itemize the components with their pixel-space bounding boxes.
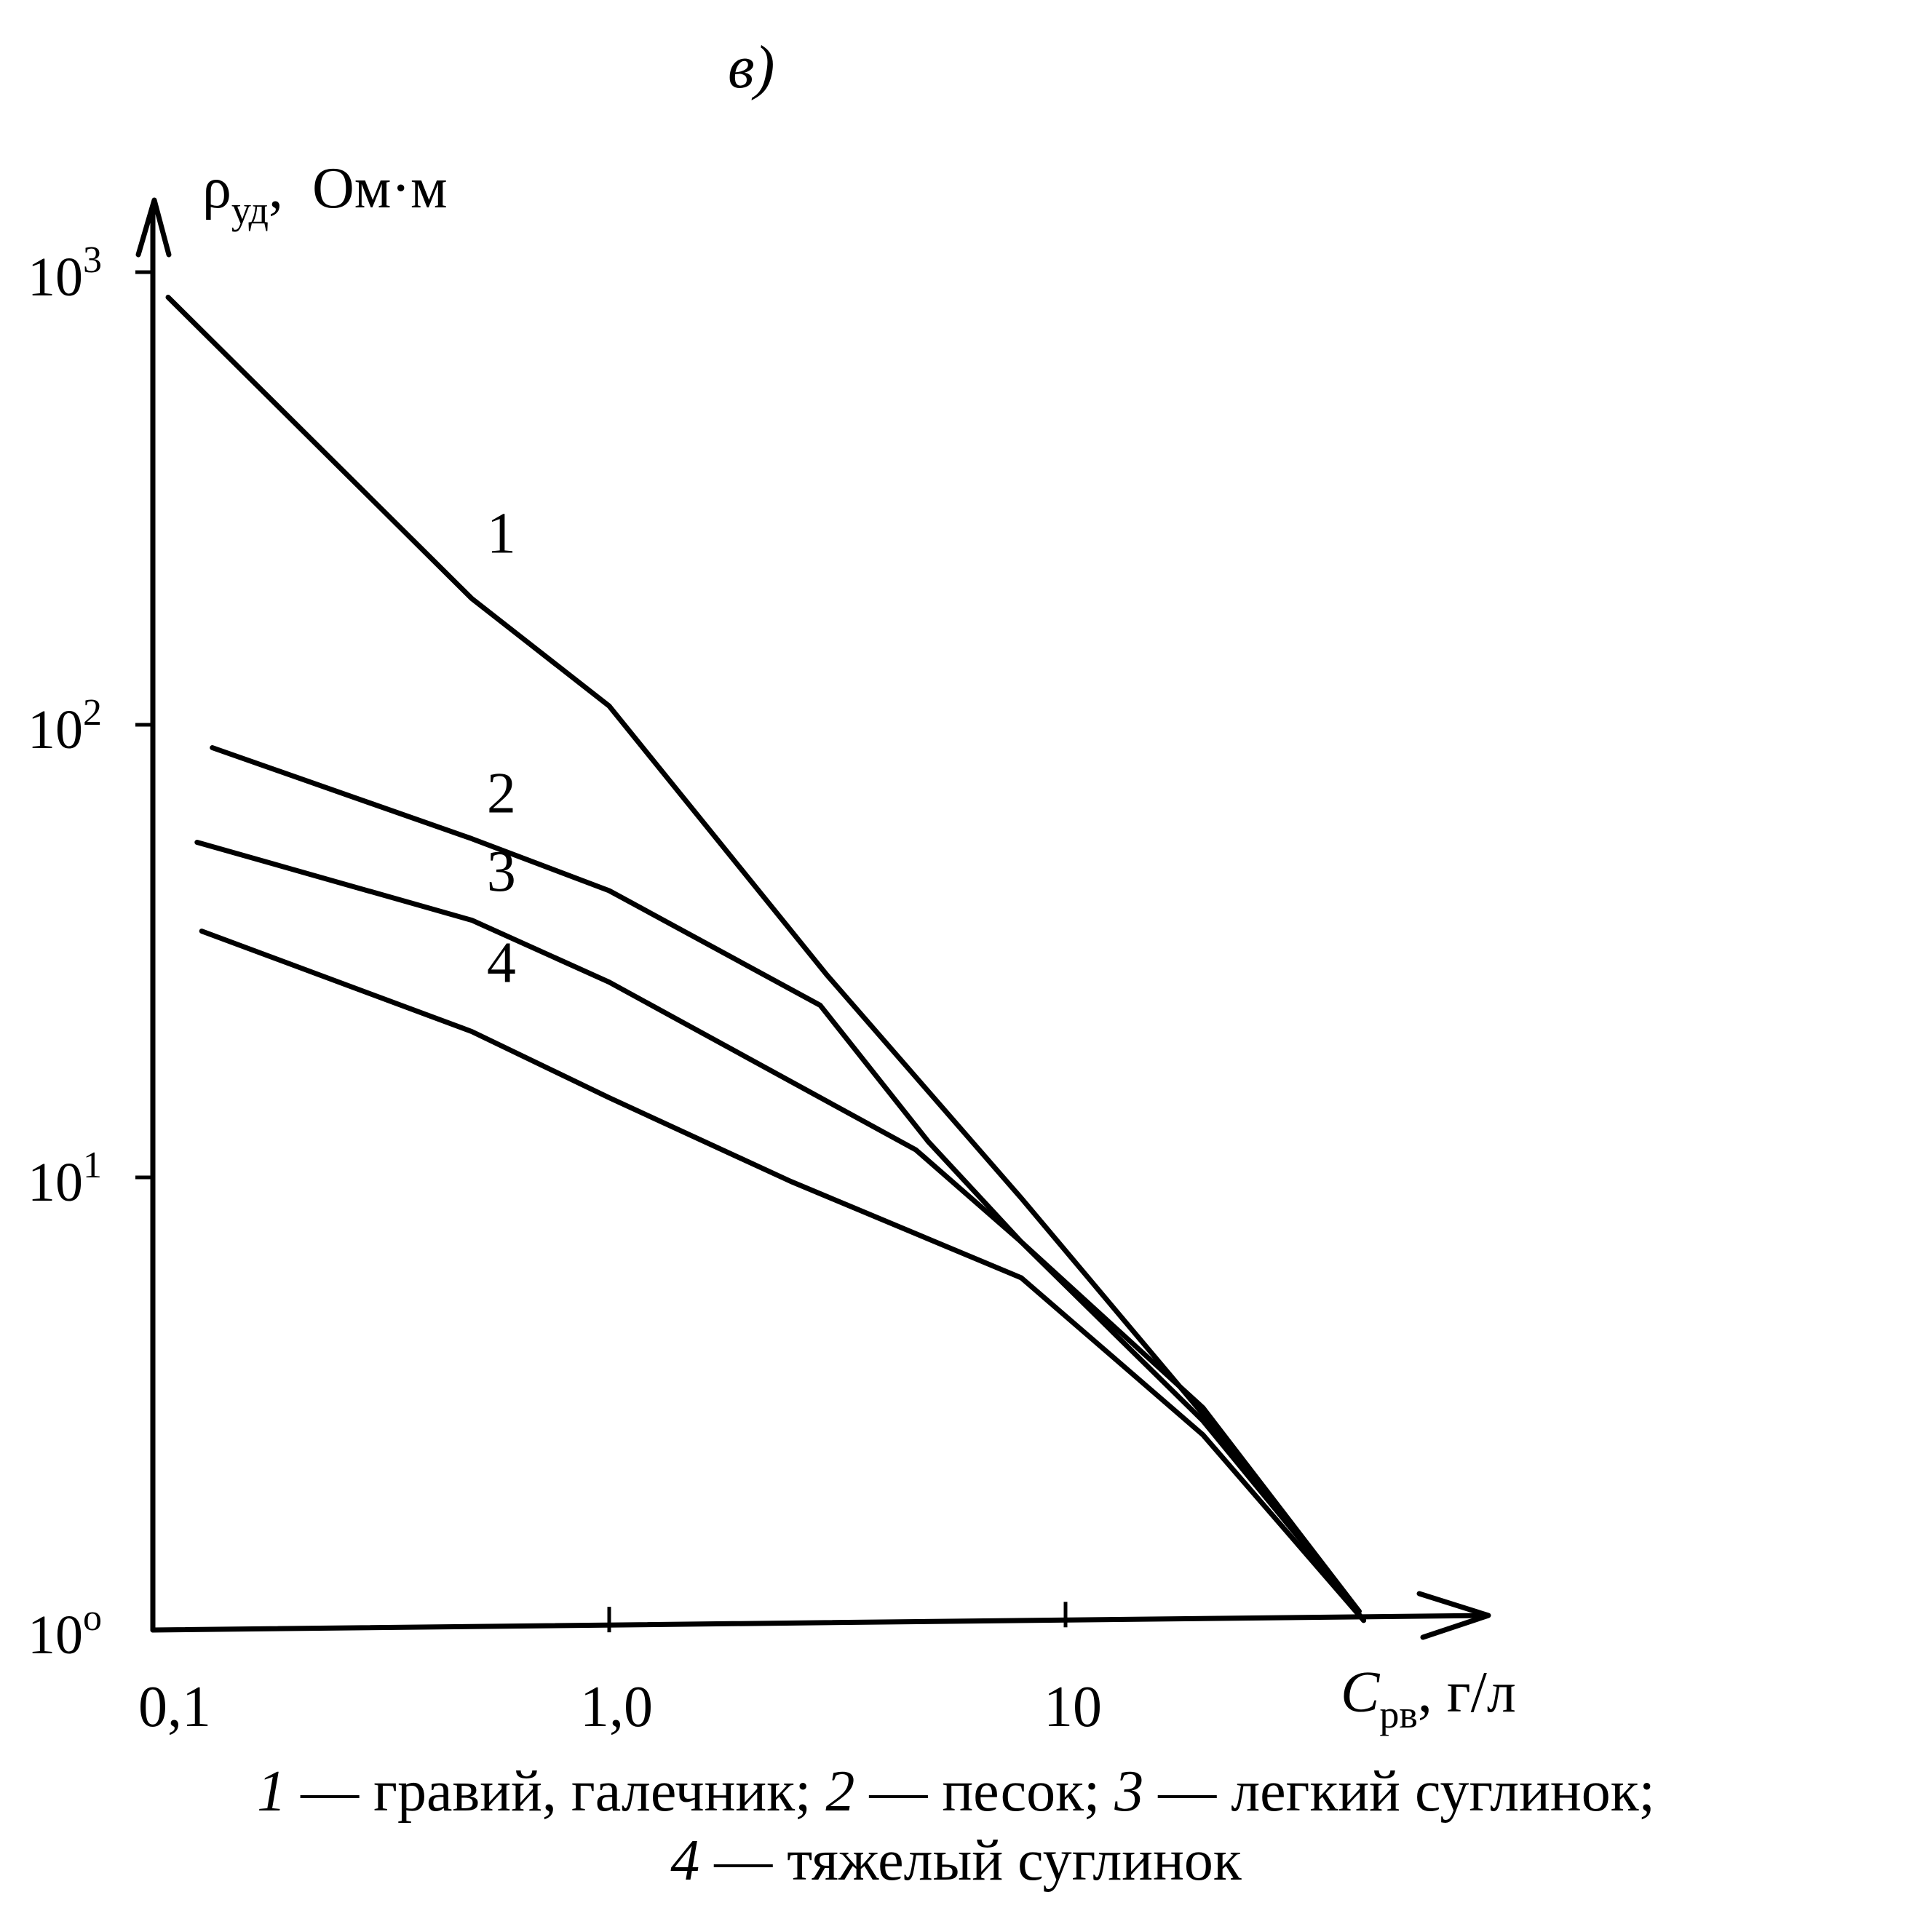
svg-text:ρуд, Ом·м: ρуд, Ом·м (202, 156, 448, 232)
y-tick-label: 103 (28, 239, 102, 308)
x-axis-symbol: C (1341, 1661, 1381, 1725)
y-tick-label: 101 (28, 1145, 102, 1213)
x-tick-label: 0,1 (138, 1675, 211, 1739)
series-layer: 1 2 3 4 (165, 295, 1367, 1623)
y-axis-title: ρуд, Ом·м (202, 156, 448, 232)
legend-line-2: 4 — тяжелый суглинок (0, 1826, 1912, 1896)
legend-item-1: 1 — гравий, галечник; (257, 1760, 826, 1824)
series-2-label: 2 (487, 762, 516, 826)
y-axis-subscript: уд (231, 188, 269, 232)
x-axis-unit: , г/л (1418, 1661, 1516, 1725)
series-4-label: 4 (487, 931, 516, 995)
x-ticks: 0,1 1,0 10 (138, 1602, 1102, 1739)
axes (135, 197, 1491, 1640)
legend-item-3: 3 — легкий суглинок; (1114, 1760, 1655, 1824)
y-tick-label: 10о (28, 1597, 102, 1666)
series-1-line (165, 295, 1367, 1623)
series-1-label: 1 (487, 502, 516, 566)
x-axis-title: Cрв, г/л (1341, 1661, 1516, 1736)
legend-item-2: 2 — песок; (825, 1760, 1115, 1824)
y-axis-symbol: ρ (202, 156, 231, 220)
legend-line-1: 1 — гравий, галечник; 2 — песок; 3 — лег… (0, 1757, 1912, 1826)
x-tick-label: 10 (1044, 1675, 1102, 1739)
y-axis-arrowhead (135, 197, 172, 258)
series-3-line (194, 840, 1362, 1614)
y-axis-unit: , Ом·м (269, 156, 448, 220)
y-tick-label: 102 (28, 692, 102, 760)
svg-text:Cрв, г/л: Cрв, г/л (1341, 1661, 1516, 1736)
x-axis-subscript: рв (1379, 1693, 1418, 1736)
y-ticks: 10о 101 102 103 (28, 239, 153, 1666)
series-3-label: 3 (487, 840, 516, 904)
series-4-line (199, 929, 1367, 1623)
x-axis-arrowhead (1416, 1591, 1491, 1640)
x-axis (150, 1613, 1488, 1633)
legend-item-4: 4 — тяжелый суглинок (670, 1829, 1242, 1893)
series-2-line (210, 745, 1362, 1614)
x-tick-label: 1,0 (580, 1675, 653, 1739)
panel-label: в) (728, 33, 774, 101)
legend-caption: 1 — гравий, галечник; 2 — песок; 3 — лег… (0, 1757, 1912, 1896)
